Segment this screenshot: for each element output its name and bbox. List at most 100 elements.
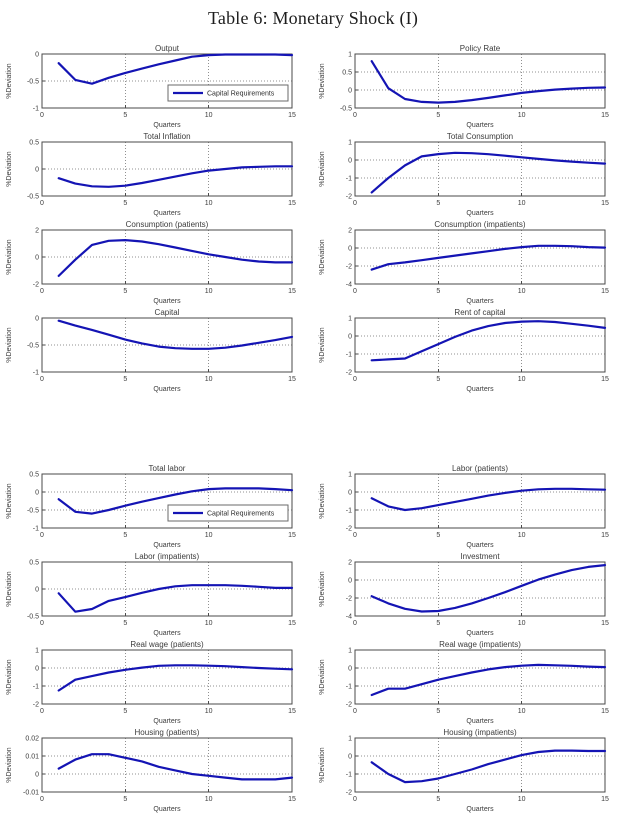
data-line-capital-requirements bbox=[370, 151, 607, 194]
plot-frame bbox=[41, 561, 293, 617]
x-tick-label: 0 bbox=[353, 708, 357, 715]
chart-title: Total Consumption bbox=[447, 132, 513, 141]
x-axis-label: Quarters bbox=[466, 630, 494, 637]
chart-title: Consumption (impatients) bbox=[434, 220, 525, 229]
x-tick-label: 10 bbox=[518, 796, 526, 803]
y-tick-label: 0 bbox=[348, 666, 352, 673]
x-tick-label: 10 bbox=[205, 376, 213, 383]
chart-title: Capital bbox=[155, 308, 180, 317]
x-tick-label: 5 bbox=[436, 376, 440, 383]
x-tick-label: 5 bbox=[123, 376, 127, 383]
y-tick-label: 0 bbox=[348, 490, 352, 497]
plot-frame bbox=[41, 141, 293, 197]
y-tick-label: -2 bbox=[346, 596, 352, 603]
x-tick-label: 15 bbox=[288, 288, 296, 295]
chart-title: Labor (patients) bbox=[452, 464, 508, 473]
chart-output: Output %Deviation 0 5 10 15 0 -0.5 -1 Capital Req… bbox=[0, 42, 313, 130]
y-axis-label: %Deviation bbox=[6, 63, 13, 99]
chart-title: Housing (impatients) bbox=[443, 728, 517, 737]
chart-labor-patients: Labor (patients) %Deviation 0 5 10 15 1 0 -1 -2 Qu… bbox=[313, 462, 626, 550]
y-tick-label: 0 bbox=[35, 666, 39, 673]
x-tick-label: 5 bbox=[123, 796, 127, 803]
y-tick-label: 0 bbox=[35, 255, 39, 262]
x-axis-label: Quarters bbox=[153, 630, 181, 637]
data-line-capital-requirements bbox=[57, 753, 294, 781]
y-tick-label: 0 bbox=[348, 246, 352, 253]
x-tick-label: 10 bbox=[205, 796, 213, 803]
y-axis-label: %Deviation bbox=[6, 239, 13, 275]
y-tick-label: 1 bbox=[35, 648, 39, 655]
plot-frame bbox=[354, 317, 606, 373]
chart-rent-of-capital: Rent of capital %Deviation 0 5 10 15 1 0 -1 -2 Qua… bbox=[313, 306, 626, 394]
chart-capital: Capital %Deviation 0 5 10 15 0 -0.5 -1 Quarters bbox=[0, 306, 313, 394]
y-tick-label: -2 bbox=[33, 702, 39, 709]
x-tick-label: 5 bbox=[436, 532, 440, 539]
data-line-capital-requirements bbox=[57, 487, 294, 515]
x-axis-label: Quarters bbox=[466, 122, 494, 129]
y-axis-label: %Deviation bbox=[319, 571, 326, 607]
chart-total-consumption: Total Consumption %Deviation 0 5 10 15 1 0 -1 -2 Q… bbox=[313, 130, 626, 218]
y-tick-label: 0 bbox=[35, 167, 39, 174]
y-tick-label: 0 bbox=[35, 587, 39, 594]
chart-consumption-patients: Consumption (patients) %Deviation 0 5 10 15 2 0… bbox=[0, 218, 313, 306]
x-tick-label: 10 bbox=[518, 112, 526, 119]
y-axis-label: %Deviation bbox=[319, 327, 326, 363]
x-axis-label: Quarters bbox=[153, 210, 181, 217]
legend: Capital Requirements bbox=[167, 504, 289, 522]
chart-labor-impatients: Labor (impatients) %Deviation 0 5 10 15 0.5 0 -0… bbox=[0, 550, 313, 638]
page-title: Table 6: Monetary Shock (I) bbox=[207, 8, 419, 28]
chart-total-inflation: Total Inflation %Deviation 0 5 10 15 0.5 0 -0.5 Q… bbox=[0, 130, 313, 218]
y-tick-label: -1 bbox=[33, 106, 39, 113]
x-tick-label: 15 bbox=[288, 376, 296, 383]
y-tick-label: -0.5 bbox=[27, 343, 39, 350]
x-tick-label: 5 bbox=[436, 112, 440, 119]
y-tick-label: -1 bbox=[346, 508, 352, 515]
y-tick-label: -2 bbox=[346, 370, 352, 377]
plot-frame bbox=[41, 649, 293, 705]
x-tick-label: 10 bbox=[518, 532, 526, 539]
x-tick-label: 0 bbox=[40, 288, 44, 295]
y-tick-label: 1 bbox=[348, 472, 352, 479]
chart-title: Rent of capital bbox=[454, 308, 505, 317]
chart-title: Total Inflation bbox=[143, 132, 190, 141]
y-tick-label: 0 bbox=[35, 52, 39, 59]
x-tick-label: 5 bbox=[436, 620, 440, 627]
legend-box bbox=[167, 504, 289, 522]
data-line-capital-requirements bbox=[57, 584, 294, 613]
x-tick-label: 10 bbox=[205, 708, 213, 715]
chart-title: Total labor bbox=[149, 464, 186, 473]
y-tick-label: -1 bbox=[33, 526, 39, 533]
y-tick-label: 0 bbox=[348, 88, 352, 95]
chart-title: Real wage (patients) bbox=[130, 640, 204, 649]
legend-label: Capital Requirements bbox=[207, 91, 275, 98]
y-tick-label: -1 bbox=[346, 352, 352, 359]
chart-title: Investment bbox=[460, 552, 500, 561]
x-tick-label: 0 bbox=[353, 620, 357, 627]
y-tick-label: -0.5 bbox=[27, 508, 39, 515]
plot-frame bbox=[41, 737, 293, 793]
plot-frame bbox=[354, 473, 606, 529]
y-tick-label: -2 bbox=[346, 790, 352, 797]
y-tick-label: 0.01 bbox=[25, 754, 39, 761]
y-tick-label: 1 bbox=[348, 648, 352, 655]
x-tick-label: 0 bbox=[353, 112, 357, 119]
chart-title: Policy Rate bbox=[460, 44, 501, 53]
x-axis-label: Quarters bbox=[153, 298, 181, 305]
y-tick-label: -1 bbox=[346, 772, 352, 779]
plot-frame bbox=[354, 53, 606, 109]
chart-total-labor: Total labor %Deviation 0 5 10 15 0.5 0 -0.5 -1 Cap… bbox=[0, 462, 313, 550]
chart-investment: Investment %Deviation 0 5 10 15 2 0 -2 -4 Quarters bbox=[313, 550, 626, 638]
data-line-capital-requirements bbox=[57, 239, 294, 278]
y-tick-label: -1 bbox=[33, 370, 39, 377]
y-tick-label: -2 bbox=[346, 526, 352, 533]
x-tick-label: 5 bbox=[123, 708, 127, 715]
y-axis-label: %Deviation bbox=[319, 659, 326, 695]
y-tick-label: 0.5 bbox=[342, 70, 352, 77]
y-tick-label: -0.01 bbox=[23, 790, 39, 797]
y-tick-label: 0.5 bbox=[29, 140, 39, 147]
data-line-capital-requirements bbox=[57, 664, 294, 692]
x-tick-label: 10 bbox=[205, 532, 213, 539]
x-axis-label: Quarters bbox=[466, 542, 494, 549]
y-tick-label: 1 bbox=[348, 52, 352, 59]
x-tick-label: 15 bbox=[601, 112, 609, 119]
